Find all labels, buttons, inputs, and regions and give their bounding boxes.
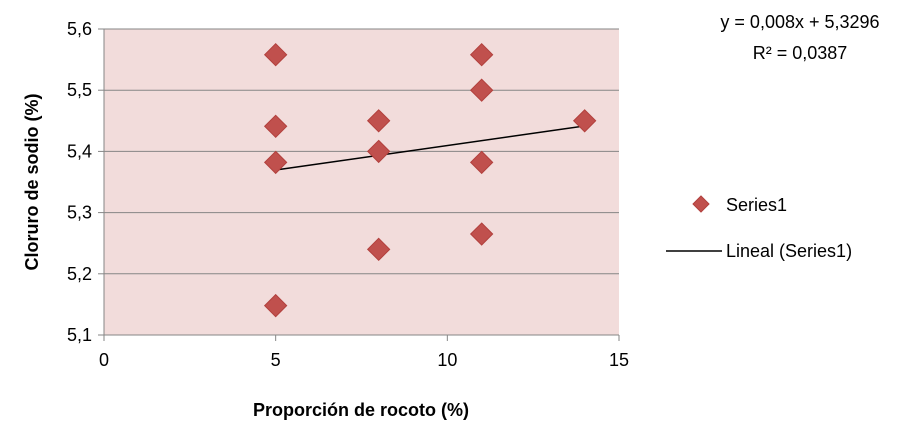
legend-entry-series1: Series1 <box>726 195 787 215</box>
x-tick-label: 10 <box>437 350 457 370</box>
data-point <box>366 109 391 133</box>
y-tick-label: 5,4 <box>67 141 92 161</box>
y-tick-label: 5,3 <box>67 203 92 223</box>
x-tick-label: 0 <box>99 350 109 370</box>
data-point <box>469 150 494 175</box>
data-point <box>572 109 597 133</box>
trendline-group <box>275 125 585 171</box>
data-point <box>366 237 391 262</box>
data-point <box>366 139 391 164</box>
legend-entry-trendline: Lineal (Series1) <box>726 241 852 261</box>
x-axis-title: Proporción de rocoto (%) <box>253 400 469 420</box>
legend: Series1 Lineal (Series1) <box>666 195 852 261</box>
y-tick-label: 5,6 <box>67 19 92 39</box>
data-point <box>469 78 494 102</box>
y-tick-label: 5,1 <box>67 325 92 345</box>
y-tick-label: 5,5 <box>67 80 92 100</box>
data-point <box>469 222 494 246</box>
gridlines <box>104 28 619 275</box>
data-point <box>263 114 288 139</box>
axis-ticks: 5,1 5,2 5,3 5,4 5,5 5,6 0 5 10 15 <box>67 19 629 370</box>
plot-area <box>104 29 619 335</box>
data-point <box>263 293 288 318</box>
y-tick-label: 5,2 <box>67 264 92 284</box>
trendline <box>275 125 585 171</box>
data-point <box>263 150 288 175</box>
data-point <box>263 42 288 67</box>
data-point <box>469 42 494 67</box>
trendline-r-squared: R² = 0,0387 <box>753 43 848 63</box>
trendline-equation: y = 0,008x + 5,3296 <box>720 12 879 32</box>
legend-diamond-icon <box>692 195 710 213</box>
y-axis-title: Cloruro de sodio (%) <box>22 94 42 271</box>
data-points <box>263 42 597 318</box>
x-tick-label: 5 <box>271 350 281 370</box>
x-tick-label: 15 <box>609 350 629 370</box>
